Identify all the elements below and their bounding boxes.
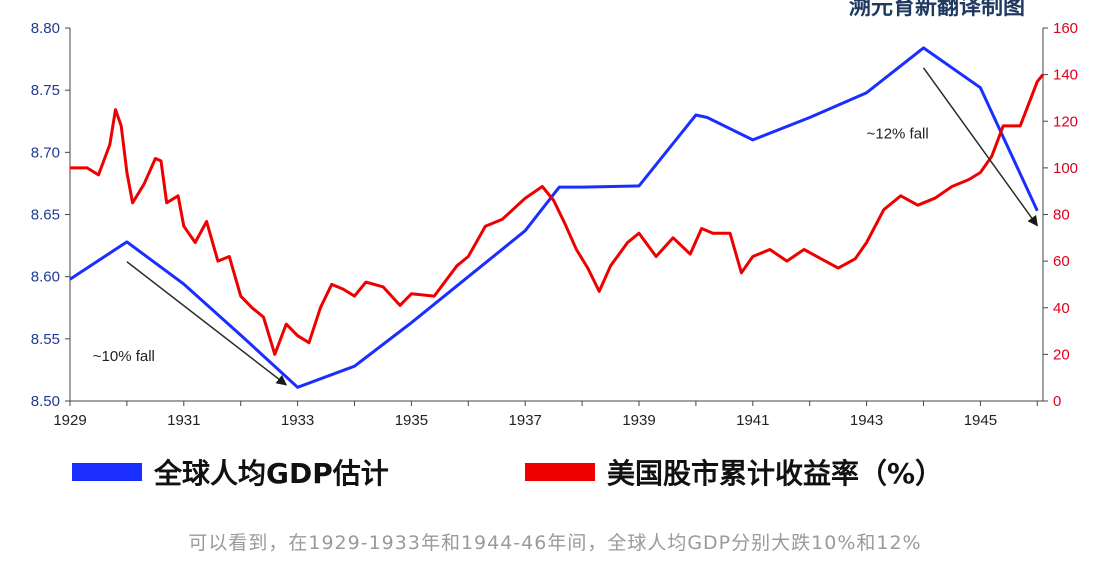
series-line-stock bbox=[70, 73, 1045, 356]
x-tick-label: 1943 bbox=[850, 412, 883, 429]
fall-annotation-1: ~10% fall bbox=[93, 348, 155, 365]
x-tick-label: 1941 bbox=[736, 412, 769, 429]
legend-swatch-stock bbox=[525, 463, 595, 481]
y-left-tick-label: 8.70 bbox=[31, 144, 60, 161]
y-right-tick-label: 160 bbox=[1053, 20, 1078, 37]
y-right-tick-label: 140 bbox=[1053, 67, 1078, 84]
y-right-tick-label: 60 bbox=[1053, 253, 1070, 270]
y-left-tick-label: 8.60 bbox=[31, 269, 60, 286]
y-left-tick-label: 8.55 bbox=[31, 331, 60, 348]
legend-item-stock: 美国股市累计收益率（%） bbox=[525, 452, 943, 492]
y-right-tick-label: 80 bbox=[1053, 207, 1070, 224]
x-tick-label: 1939 bbox=[622, 412, 655, 429]
chart-caption: 可以看到，在1929-1933年和1944-46年间，全球人均GDP分别大跌10… bbox=[188, 532, 922, 554]
y-right-tick-label: 100 bbox=[1053, 160, 1078, 177]
x-tick-label: 1937 bbox=[509, 412, 542, 429]
fall-arrow-2 bbox=[922, 67, 1038, 227]
y-right-tick-label: 20 bbox=[1053, 346, 1070, 363]
chart-title: 溯元育新翻译制图 bbox=[849, 0, 1025, 20]
y-right-tick-label: 0 bbox=[1053, 393, 1061, 410]
fall-arrow-1 bbox=[126, 261, 288, 386]
y-left-tick-label: 8.80 bbox=[31, 20, 60, 37]
chart-canvas: 溯元育新翻译制图 8.50 8.55 8.60 8.65 8.70 8.75 8.80 0 20 4… bbox=[31, 0, 1078, 429]
legend-label-gdp: 全球人均GDP估计 bbox=[154, 457, 389, 490]
x-tick-label: 1931 bbox=[167, 412, 200, 429]
series-line-gdp bbox=[69, 46, 1039, 389]
legend-label-stock: 美国股市累计收益率（%） bbox=[607, 457, 944, 490]
y-left-tick-label: 8.75 bbox=[31, 82, 60, 99]
y-right-tick-label: 40 bbox=[1053, 300, 1070, 317]
x-tick-label: 1933 bbox=[281, 412, 314, 429]
legend-swatch-gdp bbox=[72, 463, 142, 481]
x-tick-label: 1935 bbox=[395, 412, 428, 429]
x-tick-label: 1929 bbox=[53, 412, 86, 429]
y-left-tick-label: 8.50 bbox=[31, 393, 60, 410]
chart-legend: 全球人均GDP估计 美国股市累计收益率（%） bbox=[0, 452, 1110, 492]
fall-annotation-2: ~12% fall bbox=[867, 126, 929, 143]
y-right-tick-label: 120 bbox=[1053, 113, 1078, 130]
y-left-tick-label: 8.65 bbox=[31, 207, 60, 224]
x-tick-label: 1945 bbox=[964, 412, 997, 429]
legend-item-gdp: 全球人均GDP估计 bbox=[72, 452, 389, 492]
